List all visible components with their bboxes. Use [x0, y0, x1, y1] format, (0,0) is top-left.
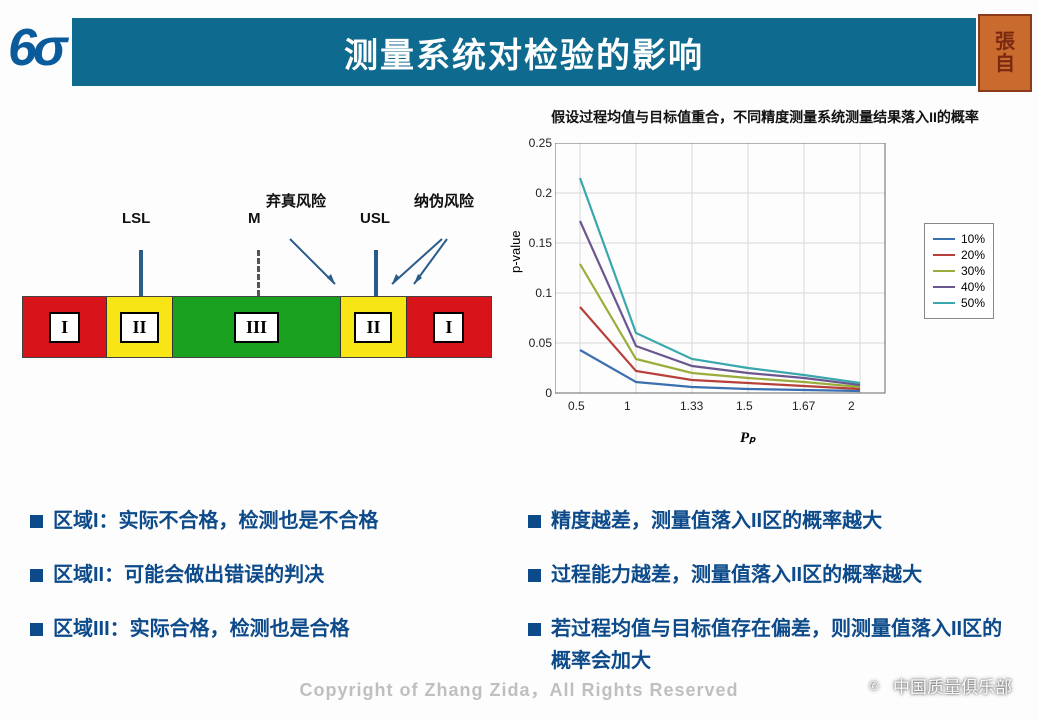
bullet-item: 区域III：实际合格，检测也是合格 — [30, 613, 510, 645]
x-tick-label: 1.33 — [680, 399, 703, 413]
zone-I: I — [407, 297, 491, 357]
usl-label: USL — [360, 210, 390, 227]
legend-item: 30% — [933, 264, 985, 278]
bullets-right: 精度越差，测量值落入II区的概率越大过程能力越差，测量值落入II区的概率越大若过… — [528, 505, 1008, 699]
author-seal: 張 自 — [978, 14, 1032, 92]
chart-ylabel: p-value — [508, 230, 523, 273]
x-tick-label: 0.5 — [568, 399, 585, 413]
x-tick-label: 2 — [848, 399, 855, 413]
wechat-icon: ✆ — [863, 675, 885, 697]
x-tick-label: 1.5 — [736, 399, 753, 413]
zones: IIIIIIIII — [22, 296, 492, 358]
watermark: ✆ 中国质量俱乐部 — [863, 673, 1012, 698]
lsl-tick — [139, 250, 143, 296]
bullet-item: 区域I：实际不合格，检测也是不合格 — [30, 505, 510, 537]
line-chart: 假设过程均值与目标值重合，不同精度测量系统测量结果落入II的概率 p-value… — [510, 107, 1020, 423]
bullet-item: 精度越差，测量值落入II区的概率越大 — [528, 505, 1008, 537]
bullet-item: 过程能力越差，测量值落入II区的概率越大 — [528, 559, 1008, 591]
legend-item: 20% — [933, 248, 985, 262]
chart-legend: 10% 20% 30% 40% 50% — [924, 223, 994, 319]
zone-III: III — [173, 297, 341, 357]
usl-tick — [374, 250, 378, 296]
header: 6σ 测量系统对检验的影响 張 自 — [0, 0, 1038, 95]
zone-II: II — [341, 297, 407, 357]
zone-II: II — [107, 297, 173, 357]
tick-row — [22, 250, 492, 296]
m-label: M — [248, 210, 261, 227]
y-tick-label: 0.1 — [526, 286, 552, 300]
m-tick — [257, 250, 260, 296]
y-tick-label: 0 — [526, 386, 552, 400]
lsl-label: LSL — [122, 210, 150, 227]
risk-accept-label: 纳伪风险 — [414, 190, 474, 211]
six-sigma-logo: 6σ — [8, 18, 63, 78]
bullet-item: 区域II：可能会做出错误的判决 — [30, 559, 510, 591]
reject-arrow — [280, 234, 340, 294]
chart-svg — [555, 143, 895, 403]
zone-diagram: LSL M 弃真风险 USL 纳伪风险 IIIIIIIII — [22, 210, 492, 358]
page-title: 测量系统对检验的影响 — [344, 28, 704, 77]
x-tick-label: 1 — [624, 399, 631, 413]
bullets-left: 区域I：实际不合格，检测也是不合格区域II：可能会做出错误的判决区域III：实际… — [30, 505, 510, 699]
chart-title: 假设过程均值与目标值重合，不同精度测量系统测量结果落入II的概率 — [510, 107, 1020, 127]
legend-item: 40% — [933, 280, 985, 294]
y-tick-label: 0.2 — [526, 186, 552, 200]
x-tick-label: 1.67 — [792, 399, 815, 413]
chart-area: p-value 10%20%30%40%50% Pₚ 00.050.10.150… — [510, 133, 1000, 423]
watermark-text: 中国质量俱乐部 — [893, 673, 1012, 698]
chart-xlabel: Pₚ — [740, 428, 756, 447]
legend-item: 50% — [933, 296, 985, 310]
zone-I: I — [23, 297, 107, 357]
accept-arrow — [382, 234, 452, 294]
risk-reject-label: 弃真风险 — [266, 190, 326, 211]
y-tick-label: 0.05 — [526, 336, 552, 350]
legend-item: 10% — [933, 232, 985, 246]
title-bar: 测量系统对检验的影响 — [72, 18, 976, 86]
y-tick-label: 0.25 — [526, 136, 552, 150]
bullets: 区域I：实际不合格，检测也是不合格区域II：可能会做出错误的判决区域III：实际… — [30, 505, 1008, 699]
y-tick-label: 0.15 — [526, 236, 552, 250]
bullet-item: 若过程均值与目标值存在偏差，则测量值落入II区的概率会加大 — [528, 613, 1008, 677]
